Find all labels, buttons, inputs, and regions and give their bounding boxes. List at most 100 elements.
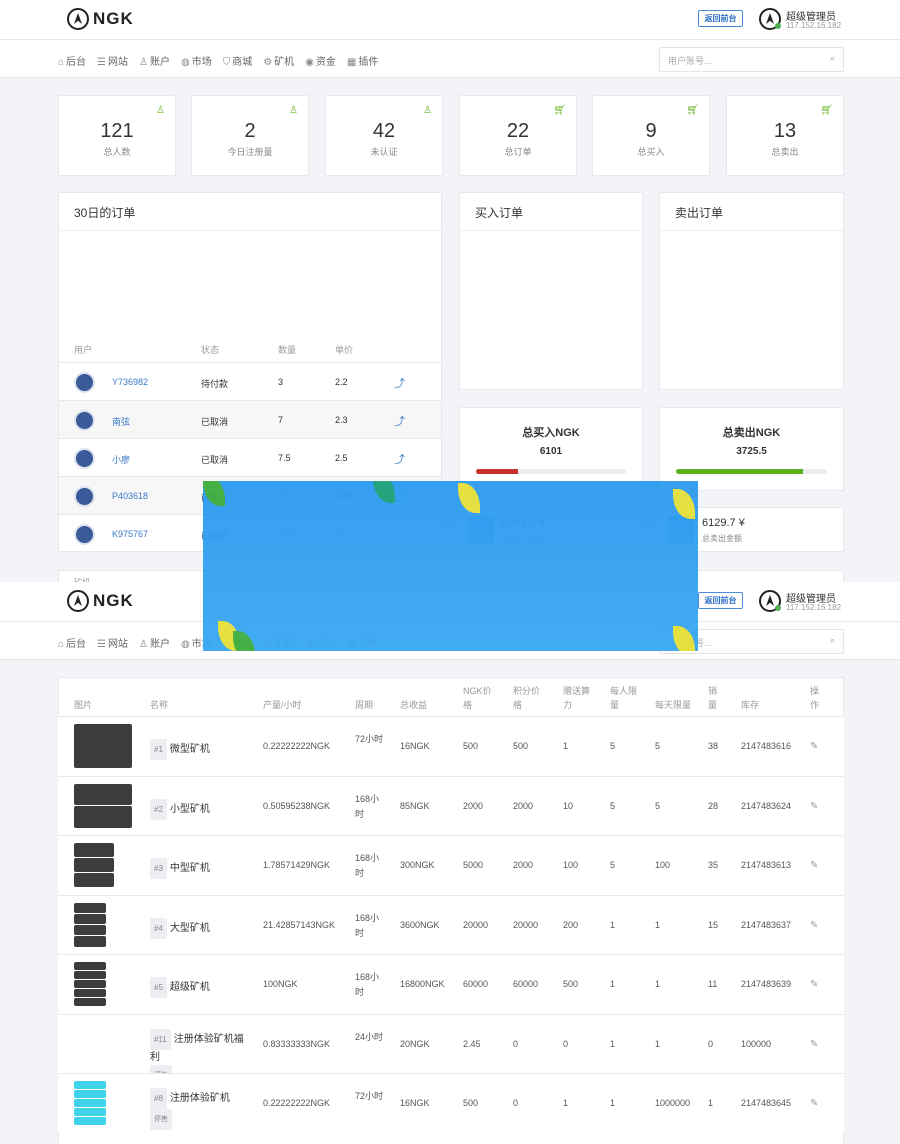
- miner-id-badge: #4: [150, 917, 167, 939]
- miner-points: 2000: [513, 860, 534, 870]
- avatar[interactable]: [759, 590, 781, 612]
- miner-image: [74, 843, 114, 888]
- miner-name-text: 注册体验矿机: [169, 1093, 230, 1104]
- nav-item-5[interactable]: ⚙矿机: [263, 53, 294, 68]
- miner-total: 16NGK: [400, 741, 430, 751]
- server-unit: [74, 858, 114, 872]
- server-unit: [74, 936, 106, 947]
- list-icon: ☰: [97, 639, 107, 650]
- table-row: #4 大型矿机 21.42857143NGK 168小时 3600NGK 20000 200…: [58, 894, 844, 955]
- miner-per-day: 5: [655, 800, 661, 811]
- nav-item-1[interactable]: ☰ 网站: [97, 635, 128, 650]
- server-unit: [74, 913, 106, 924]
- miner-ngk: 5000: [463, 860, 484, 870]
- miner-sold: 38: [708, 741, 719, 751]
- miner-name-text: 微型矿机: [169, 744, 210, 755]
- total-title: 总卖出NGK: [722, 427, 781, 439]
- nav-item-7[interactable]: ▦插件: [347, 53, 378, 68]
- table-row: #8 注册体验矿机 停售 0.22222222NGK 72小时 16NGK 500 0 1 1 10…: [58, 1073, 844, 1133]
- server-unit: [74, 971, 106, 979]
- logo[interactable]: NGK: [67, 590, 134, 612]
- logo-icon: [67, 590, 89, 612]
- column-header: 产量/小时: [263, 700, 302, 710]
- nav-item-label: 商城: [232, 57, 253, 68]
- nav-item-label: 插件: [358, 57, 379, 68]
- nav-item-label: 账户: [149, 639, 170, 650]
- stat-label: 未认证: [370, 147, 398, 157]
- user-link[interactable]: K975767: [112, 529, 149, 539]
- miner-per-user: 5: [610, 860, 616, 870]
- popup-banner-image[interactable]: [203, 481, 698, 651]
- share-icon[interactable]: ⤴: [394, 378, 405, 390]
- sell-orders-panel: 卖出订单: [659, 192, 844, 390]
- avatar[interactable]: [759, 8, 781, 30]
- stat-value: 42: [372, 120, 396, 142]
- table-row: 小廖 已取消 7.5 2.5 ⤴: [59, 438, 441, 476]
- miner-power: 0: [563, 1038, 569, 1049]
- logo[interactable]: NGK: [67, 8, 134, 30]
- user-avatar: [74, 524, 95, 545]
- miner-total: 16NGK: [400, 1098, 430, 1108]
- miner-sold: 15: [708, 919, 719, 930]
- order-status: 已取消: [201, 417, 229, 427]
- back-to-frontend-button[interactable]: 返回前台: [698, 10, 743, 27]
- search-icon[interactable]: ⌕: [829, 53, 835, 63]
- share-icon[interactable]: ⤴: [394, 454, 405, 466]
- miner-name-text: 超级矿机: [169, 982, 210, 993]
- miner-period: 168小时: [355, 972, 380, 997]
- nav-item-label: 市场: [191, 57, 212, 68]
- nav-item-4[interactable]: ⛉商城: [223, 53, 253, 68]
- edit-icon[interactable]: ✎: [810, 1098, 819, 1109]
- miner-points: 500: [513, 741, 529, 751]
- search-input[interactable]: 用户账号... ⌕: [659, 47, 844, 72]
- server-unit: [74, 980, 106, 988]
- edit-icon[interactable]: ✎: [810, 800, 819, 812]
- column-header: 总收益: [400, 700, 428, 710]
- nav-item-label: 矿机: [274, 57, 295, 68]
- edit-icon[interactable]: ✎: [810, 1038, 819, 1050]
- miner-per-user: 1: [610, 1098, 616, 1108]
- edit-icon[interactable]: ✎: [810, 860, 819, 871]
- server-unit: [74, 989, 106, 997]
- nav-item-2[interactable]: ♙ 账户: [139, 635, 170, 650]
- miner-id-badge: #3: [150, 858, 167, 879]
- stat-value: 2: [244, 120, 256, 142]
- miner-points: 0: [513, 1098, 519, 1108]
- nav-item-2[interactable]: ♙ 账户: [139, 53, 170, 68]
- user-link[interactable]: 小廖: [112, 455, 131, 465]
- edit-icon[interactable]: ✎: [810, 919, 819, 931]
- nav-item-3[interactable]: ◍ 市场: [181, 635, 212, 650]
- miner-image: [74, 902, 106, 948]
- nav-item-6[interactable]: ◉资金: [305, 53, 336, 68]
- nav-item-0[interactable]: ⌂ 后台: [58, 53, 86, 68]
- nav-item-3[interactable]: ◍ 市场: [181, 53, 212, 68]
- user-name: 超级管理员: [786, 12, 836, 23]
- edit-icon[interactable]: ✎: [810, 979, 819, 990]
- user-icon: ♙: [289, 105, 298, 116]
- order-quantity: 3: [278, 377, 284, 387]
- nav-item-0[interactable]: ⌂ 后台: [58, 635, 86, 650]
- progress-bar: [476, 469, 626, 474]
- back-to-frontend-button[interactable]: 返回前台: [698, 592, 743, 609]
- column-header: 名称: [150, 700, 169, 710]
- stat-value: 22: [506, 120, 530, 142]
- nav-item-1[interactable]: ☰ 网站: [97, 53, 128, 68]
- user-link[interactable]: P403618: [112, 491, 149, 501]
- progress-fill: [476, 469, 518, 474]
- cart-icon: ⛉: [222, 57, 231, 68]
- column-header: 每人限量: [610, 686, 638, 710]
- user-avatar: [74, 448, 95, 469]
- miner-stock: 2147483639: [741, 979, 792, 989]
- order-status: 待付款: [201, 379, 229, 389]
- search-icon[interactable]: ⌕: [829, 635, 835, 645]
- share-icon[interactable]: ⤴: [394, 416, 405, 428]
- user-link[interactable]: Y736982: [112, 377, 149, 387]
- user-link[interactable]: 南弦: [112, 417, 131, 427]
- stat-card: ♙ 2 今日注册量: [191, 95, 309, 176]
- miner-id-badge: #1: [150, 739, 167, 760]
- online-status-dot: [775, 605, 781, 611]
- miner-points: 60000: [513, 979, 539, 989]
- miner-power: 500: [563, 979, 579, 989]
- column-header: 用户: [74, 345, 93, 355]
- edit-icon[interactable]: ✎: [810, 741, 819, 752]
